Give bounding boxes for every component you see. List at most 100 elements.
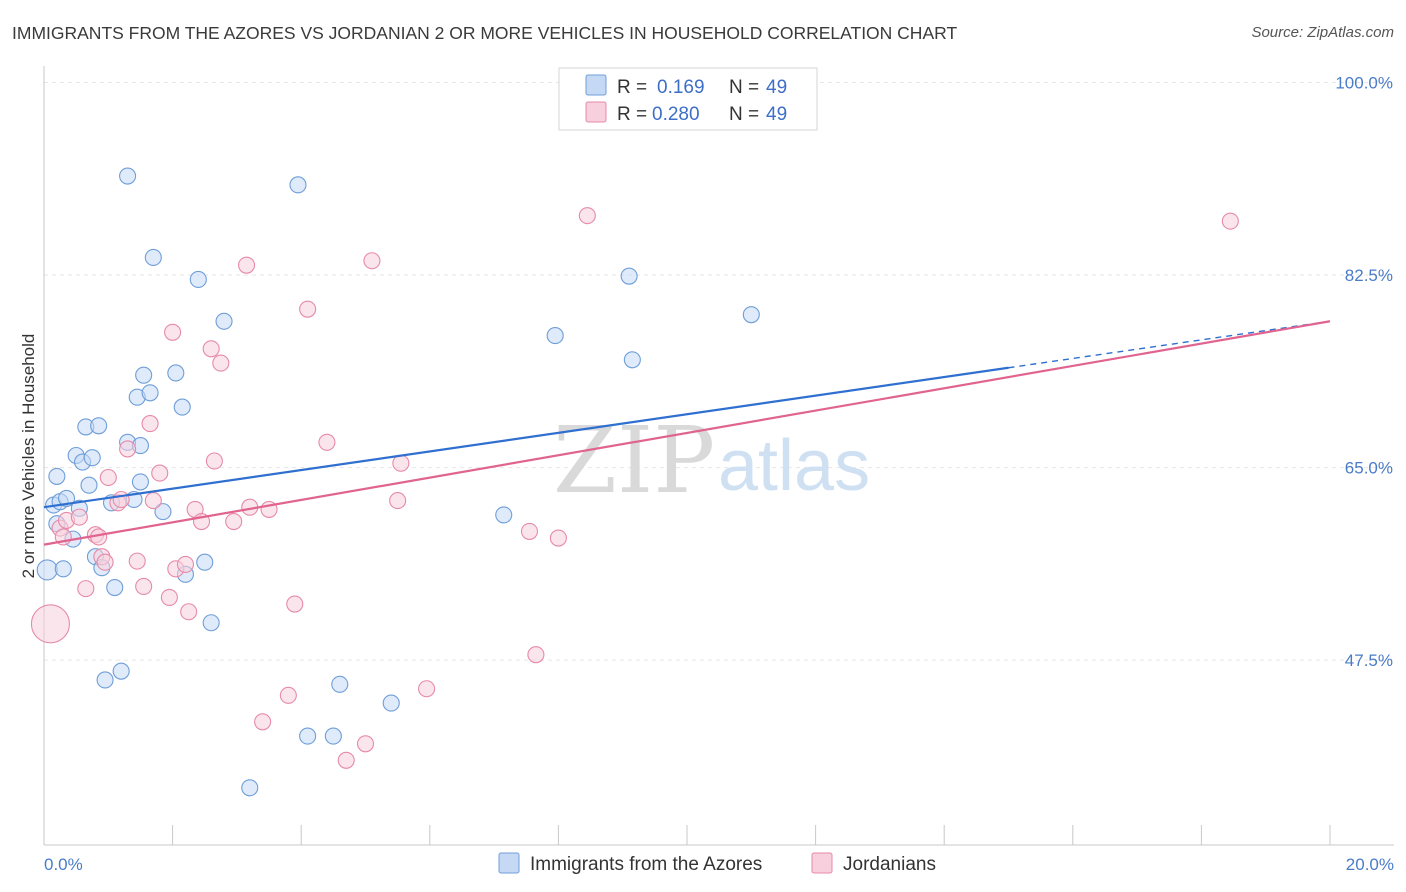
point-jordanians [286,595,304,613]
point-jordanians [363,252,381,270]
point-azores [196,553,214,571]
point-azores [141,384,159,402]
point-jordanians [254,713,272,731]
point-jordanians [30,604,70,644]
y-tick-label: 100.0% [1335,74,1393,93]
point-jordanians [160,588,178,606]
point-jordanians [96,553,114,571]
point-jordanians [151,464,169,482]
point-jordanians [128,552,146,570]
bottom-legend-label-azores: Immigrants from the Azores [530,854,762,875]
point-azores [215,312,233,330]
point-azores [144,248,162,266]
legend-n-value-jordanians: 49 [766,104,787,125]
point-azores [112,662,130,680]
chart-source: Source: ZipAtlas.com [1251,24,1394,41]
point-azores [167,364,185,382]
point-azores [119,167,137,185]
point-azores [241,779,259,797]
point-azores [48,467,66,485]
point-azores [80,476,98,494]
point-jordanians [318,433,336,451]
bottom-legend-label-jordanians: Jordanians [843,854,936,875]
point-jordanians [70,508,88,526]
gridlines [44,82,1394,661]
trend-line-azores-extension [1008,320,1331,369]
y-tick-label: 82.5% [1345,266,1393,285]
point-jordanians [164,323,182,341]
point-azores [90,417,108,435]
y-axis-label: 2 or more Vehicles in Household [19,334,38,579]
watermark: ZIP atlas [553,407,870,514]
data-points [30,167,1239,797]
point-azores [36,559,58,581]
legend-r-value-jordanians: 0.280 [652,104,700,125]
point-jordanians [112,490,130,509]
point-azores [54,560,72,578]
point-azores [106,578,124,597]
point-jordanians [299,300,317,318]
bottom-legend-swatch-jordanians [811,852,833,874]
point-jordanians [144,492,162,510]
point-jordanians [212,354,230,372]
point-azores [382,694,400,712]
point-jordanians [520,522,539,540]
point-jordanians [1221,212,1239,230]
point-azores [189,270,207,289]
bottom-legend-swatch-azores [498,852,520,874]
point-azores [96,671,114,689]
y-tick-labels: 47.5% 65.0% 82.5% 100.0% [1335,74,1393,671]
point-azores [324,727,342,745]
legend-r-label-jordanians: R = [617,104,647,125]
point-jordanians [119,440,137,458]
chart-title: IMMIGRANTS FROM THE AZORES VS JORDANIAN … [12,23,958,43]
point-azores [135,366,153,384]
point-jordanians [135,577,153,595]
point-azores [742,306,760,324]
legend-swatch-azores [585,74,607,96]
point-azores [495,506,513,524]
point-azores [331,675,349,693]
watermark-atlas: atlas [718,426,870,506]
point-jordanians [237,256,256,274]
x-tick-label-min: 0.0% [44,855,83,874]
legend-n-value-azores: 49 [766,77,787,98]
point-azores [299,727,317,745]
point-azores [154,503,172,521]
point-azores [620,267,638,285]
point-azores [546,327,564,345]
point-jordanians [99,468,117,487]
point-jordanians [279,686,297,704]
point-azores [623,351,641,369]
legend-box: R = 0.169 N = 49 R = 0.280 N = 49 [558,67,818,131]
point-jordanians [389,492,407,510]
bottom-legend: Immigrants from the Azores Jordanians [498,852,936,875]
point-jordanians [356,735,375,753]
point-jordanians [527,646,545,664]
point-jordanians [180,603,198,621]
legend-r-value-azores: 0.169 [657,77,705,98]
legend-r-label-azores: R = [617,77,647,98]
point-azores [83,449,101,467]
point-jordanians [141,415,159,433]
point-azores [202,614,220,632]
x-ticks [43,825,1331,845]
point-azores [173,398,191,416]
y-tick-label: 65.0% [1345,459,1393,478]
trend-line-azores [43,366,1009,509]
x-tick-label-max: 20.0% [1346,855,1394,874]
point-azores [289,176,307,194]
legend-swatch-jordanians [585,101,607,123]
point-jordanians [77,580,95,598]
watermark-zip: ZIP [553,407,715,514]
legend-n-label-azores: N = [729,77,759,98]
trend-line-jordanians [43,320,1331,546]
point-jordanians [418,680,436,698]
point-jordanians [225,512,243,531]
axes [43,66,1394,846]
point-azores [131,473,149,491]
point-jordanians [337,751,355,769]
trend-lines [43,320,1331,546]
point-jordanians [205,452,223,470]
